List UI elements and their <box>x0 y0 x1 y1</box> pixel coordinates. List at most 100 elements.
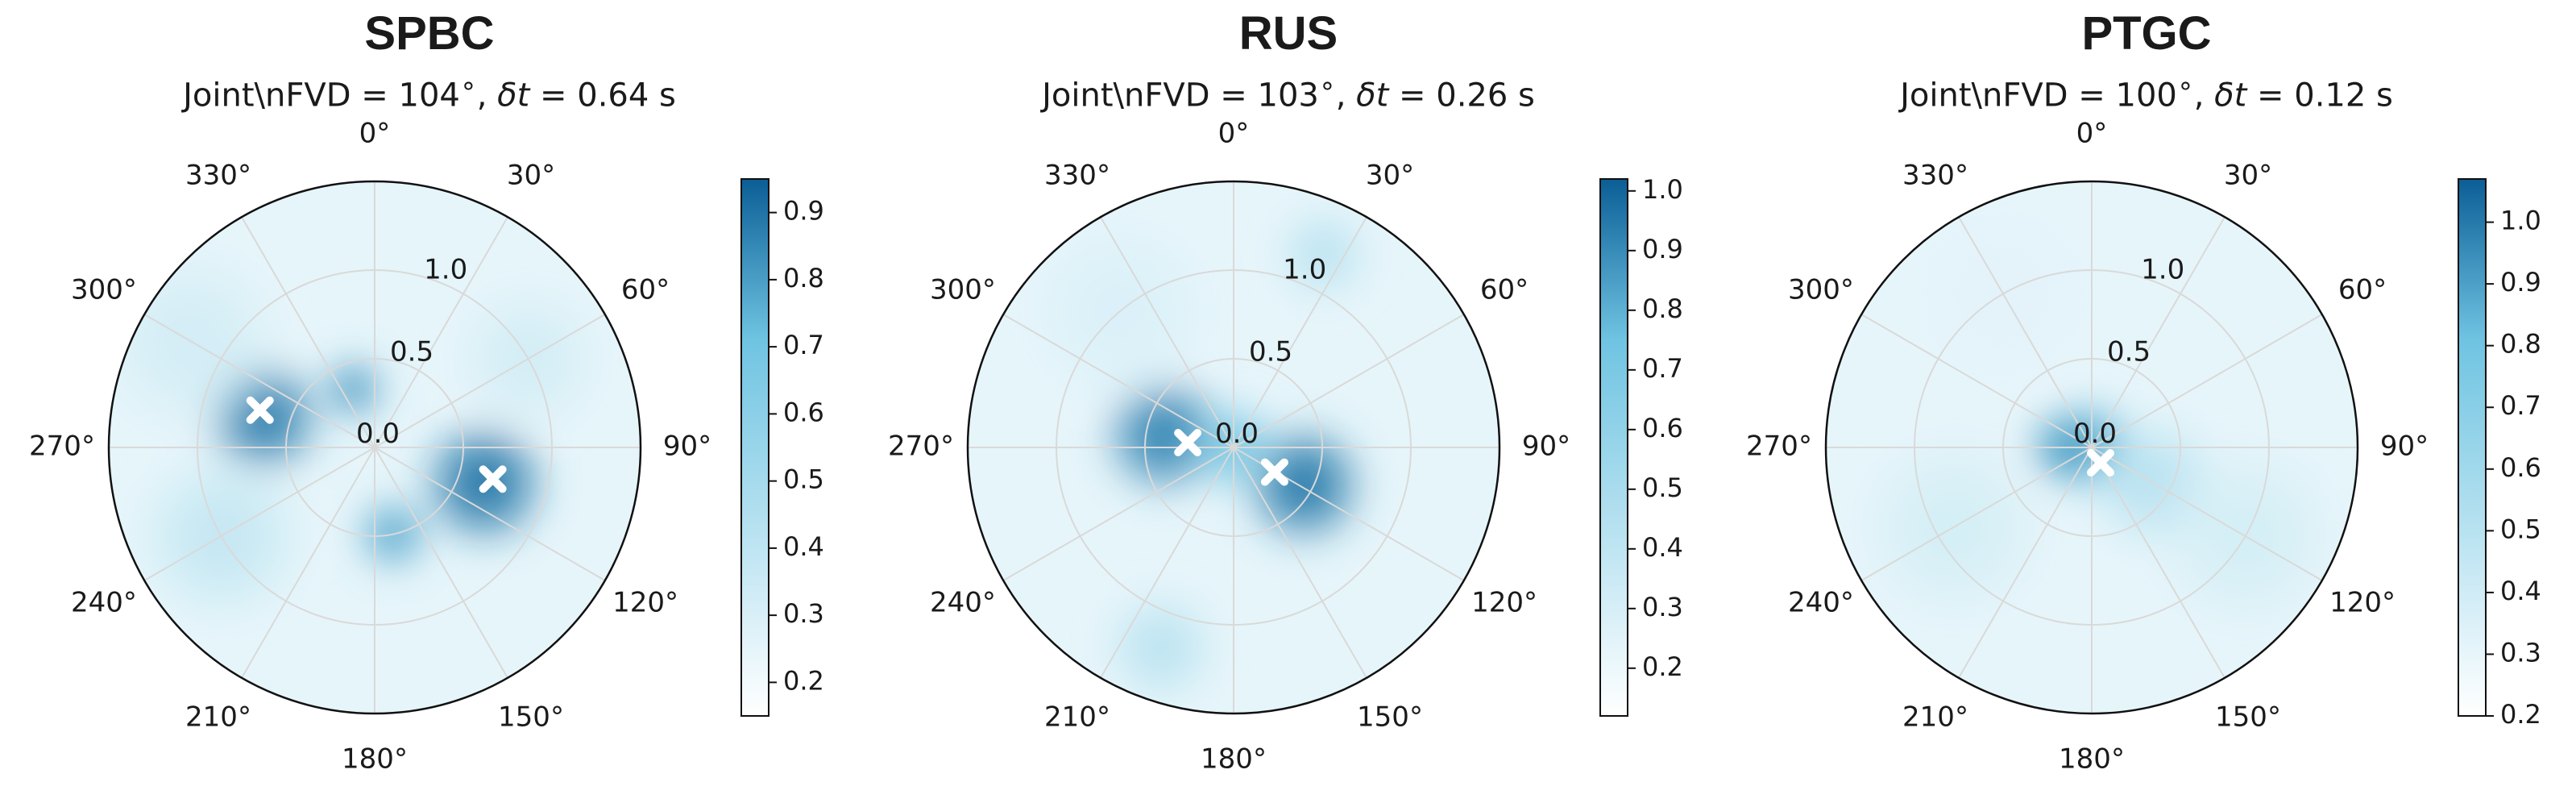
polar-panel-rus: RUS Joint\nFVD = 103∘, δt = 0.26 s 0° 30°… <box>859 0 1718 803</box>
colorbar-tick-label: 0.4 <box>2500 576 2541 606</box>
colorbar-tick-label: 1.0 <box>1642 174 1683 205</box>
subtitle-degree-symbol: ∘ <box>2176 69 2194 101</box>
subtitle-suffix: = 0.64 s <box>529 77 676 114</box>
colorbar <box>740 178 769 717</box>
polar-panel-spbc: SPBC Joint\nFVD = 104∘, δt = 0.64 s 0° 30… <box>0 0 859 803</box>
angle-tick-label: 30° <box>2224 159 2272 191</box>
colorbar-tick-label: 0.5 <box>1642 472 1683 503</box>
colorbar-tick-label: 0.8 <box>783 263 824 293</box>
chart-subtitle: Joint\nFVD = 103∘, δt = 0.26 s <box>859 69 1718 114</box>
angular-gridline <box>374 447 508 679</box>
colorbar-tick-label: 0.3 <box>1642 592 1683 622</box>
angular-gridline <box>2091 314 2323 448</box>
angle-tick-label: 330° <box>185 159 251 191</box>
colorbar-tick-label: 0.2 <box>783 665 824 696</box>
subtitle-variable: δt <box>2214 77 2247 114</box>
angle-tick-label: 180° <box>342 743 408 776</box>
angle-tick-label: 240° <box>71 587 137 619</box>
radial-tick-label: 0.0 <box>356 418 400 450</box>
colorbar-tick-label: 0.9 <box>1642 234 1683 264</box>
angular-gridline <box>1958 447 2093 679</box>
colorbar-tick-label: 0.7 <box>783 330 824 360</box>
angle-tick-label: 60° <box>621 274 670 306</box>
colorbar-tick-label: 0.5 <box>783 464 824 495</box>
polar-frame <box>107 180 642 715</box>
subtitle-variable: δt <box>497 77 530 114</box>
angle-tick-label: 300° <box>930 274 996 306</box>
angular-gridline <box>1100 216 1234 448</box>
angular-gridline <box>2091 447 2323 581</box>
angular-gridline <box>1002 314 1234 448</box>
polar-heatmap-spbc: 0° 30° 60° 90° 120° 150° 180° 210° 240° 270° 300° 3… <box>29 118 824 776</box>
angular-gridline <box>1233 314 1465 448</box>
angular-gridline <box>2091 216 2225 448</box>
colorbar-tick-label: 0.2 <box>1642 651 1683 682</box>
colorbar-tick-label: 0.6 <box>783 397 824 427</box>
angle-tick-label: 60° <box>1480 274 1529 306</box>
angular-gridline <box>374 216 508 448</box>
angle-tick-label: 0° <box>2076 118 2108 150</box>
angle-tick-label: 270° <box>1746 431 1812 463</box>
colorbar-tick-label: 0.6 <box>1642 413 1683 443</box>
angle-tick-label: 180° <box>2059 743 2125 776</box>
peak-marker <box>1260 458 1288 486</box>
angular-gridline <box>1233 447 1367 679</box>
subtitle-suffix: = 0.26 s <box>1388 77 1535 114</box>
subtitle-separator: , <box>2193 77 2215 114</box>
polar-frame <box>1824 180 2359 715</box>
chart-title: RUS <box>1238 7 1338 60</box>
chart-title: SPBC <box>364 7 495 60</box>
polar-heatmap-rus: 0° 30° 60° 90° 120° 150° 180° 210° 240° 270° 300° 3… <box>888 118 1683 776</box>
angle-tick-label: 180° <box>1201 743 1267 776</box>
peak-marker <box>246 396 274 424</box>
angle-tick-label: 300° <box>71 274 137 306</box>
angular-gridline <box>374 447 606 581</box>
colorbar-tick-label: 0.2 <box>2500 699 2541 730</box>
angle-tick-label: 210° <box>1902 701 1968 734</box>
colorbar-tick-label: 0.8 <box>2500 329 2541 360</box>
radial-tick-label: 0.5 <box>1249 335 1292 368</box>
angular-gridline <box>143 447 375 581</box>
density-blob <box>1139 626 1183 669</box>
radial-tick-label: 0.5 <box>390 335 433 368</box>
polar-frame <box>966 180 1501 715</box>
angle-tick-label: 150° <box>2215 701 2281 734</box>
angle-tick-label: 0° <box>1218 118 1250 150</box>
angle-tick-label: 30° <box>507 159 555 191</box>
angular-gridline <box>1860 314 2093 448</box>
angular-gridline <box>2091 447 2225 679</box>
angular-gridline <box>1233 216 1367 448</box>
angular-gridline <box>1100 447 1234 679</box>
radial-tick-label: 0.0 <box>1215 418 1259 450</box>
angle-tick-label: 90° <box>2380 431 2429 463</box>
angular-gridline <box>241 447 375 679</box>
angle-tick-label: 330° <box>1902 159 1968 191</box>
chart-subtitle: Joint\nFVD = 100∘, δt = 0.12 s <box>1717 69 2576 114</box>
angle-tick-label: 150° <box>1357 701 1423 734</box>
angle-tick-label: 270° <box>888 431 954 463</box>
angular-gridline <box>1958 216 2093 448</box>
angle-tick-label: 240° <box>930 587 996 619</box>
angle-tick-label: 0° <box>359 118 391 150</box>
density-blob <box>341 377 366 402</box>
colorbar-tick-label: 0.4 <box>783 531 824 562</box>
subtitle-prefix: Joint\nFVD = 100 <box>1900 77 2177 114</box>
angular-gridline <box>374 314 606 448</box>
subtitle-degree-symbol: ∘ <box>1318 69 1336 101</box>
angle-tick-label: 90° <box>663 431 711 463</box>
peak-marker <box>479 465 507 493</box>
polar-heatmap-ptgc: 0° 30° 60° 90° 120° 150° 180° 210° 240° 270° 300° 3… <box>1746 118 2541 776</box>
angular-gridline <box>241 216 375 448</box>
colorbar-tick-label: 0.7 <box>2500 390 2541 421</box>
angular-gridline <box>1860 447 2093 581</box>
subtitle-separator: , <box>1335 77 1357 114</box>
density-blob <box>1280 461 1328 509</box>
colorbar-tick-label: 0.6 <box>2500 452 2541 483</box>
angle-tick-label: 90° <box>1522 431 1570 463</box>
colorbar <box>2458 178 2487 717</box>
subtitle-suffix: = 0.12 s <box>2246 77 2393 114</box>
chart-subtitle: Joint\nFVD = 104∘, δt = 0.64 s <box>0 69 859 114</box>
angle-tick-label: 210° <box>185 701 251 734</box>
colorbar-tick-label: 0.3 <box>783 598 824 629</box>
angular-gridline <box>1002 447 1234 581</box>
